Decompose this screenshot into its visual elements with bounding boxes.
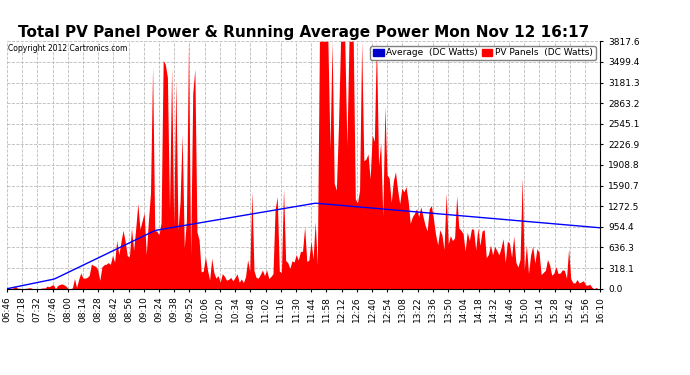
Legend: Average  (DC Watts), PV Panels  (DC Watts): Average (DC Watts), PV Panels (DC Watts) (370, 46, 595, 60)
Title: Total PV Panel Power & Running Average Power Mon Nov 12 16:17: Total PV Panel Power & Running Average P… (18, 25, 589, 40)
Text: Copyright 2012 Cartronics.com: Copyright 2012 Cartronics.com (8, 44, 128, 52)
